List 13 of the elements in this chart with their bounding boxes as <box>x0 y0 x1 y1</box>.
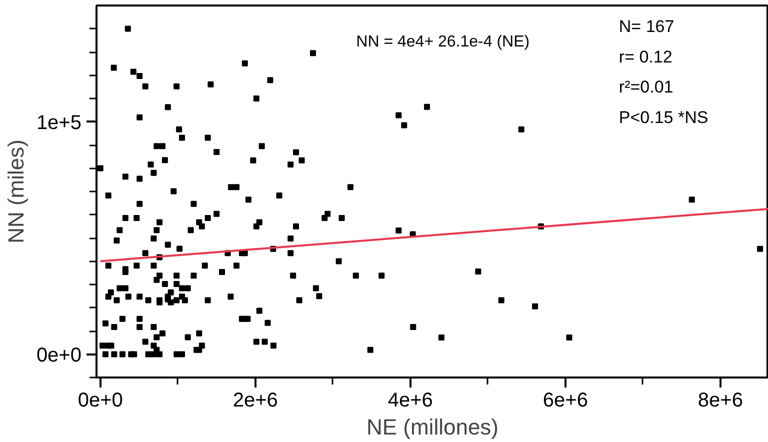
x-tick-label: 8e+6 <box>698 390 743 412</box>
y-axis-title: NN (miles) <box>3 140 28 244</box>
y-tick-label: 1e+5 <box>36 112 82 134</box>
x-tick-label: 6e+6 <box>542 390 588 412</box>
x-tick-label: 2e+6 <box>232 390 278 412</box>
x-tick-label: 0e+0 <box>78 390 123 412</box>
annotation: r²=0.01 <box>618 78 674 97</box>
annotation: r= 0.12 <box>618 47 672 66</box>
annotation: P<0.15 *NS <box>618 108 708 127</box>
annotation: NN = 4e4+ 26.1e-4 (NE) <box>356 33 530 50</box>
x-tick-label: 4e+6 <box>388 390 433 412</box>
annotation: N= 167 <box>618 17 674 36</box>
x-axis-title: NE (millones) <box>366 414 499 440</box>
